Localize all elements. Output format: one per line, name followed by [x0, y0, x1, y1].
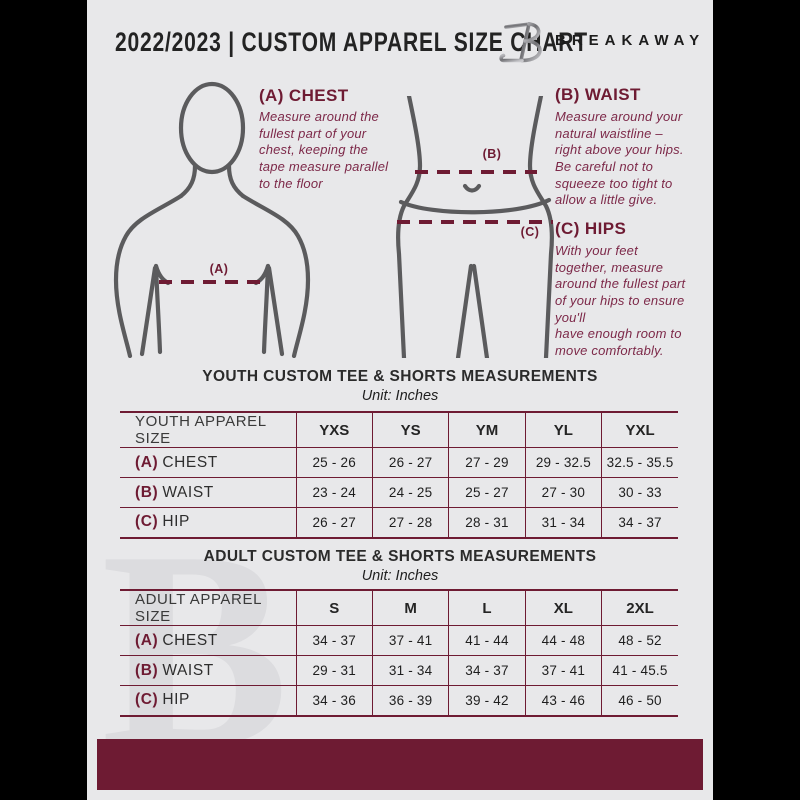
- document-title: 2022/2023 | CUSTOM APPAREL SIZE CHART: [115, 24, 713, 60]
- table-row: (A) CHEST 25 - 26 26 - 27 27 - 29 29 - 32…: [120, 447, 678, 478]
- hips-section-body: With your feet together, measure around …: [555, 243, 686, 358]
- size-header-s: S: [295, 590, 373, 626]
- youth-table-title: YOUTH CUSTOM TEE & SHORTS MEASUREMENTS: [202, 368, 598, 385]
- adult-table-unit: Unit: Inches: [361, 568, 439, 584]
- size-value-cell: 44 - 48: [524, 625, 602, 656]
- chest-section-body: Measure around the fullest part of your …: [259, 109, 389, 191]
- hips-marker-label: (C): [520, 225, 540, 239]
- adult-table-title: ADULT CUSTOM TEE & SHORTS MEASUREMENTS: [203, 548, 597, 565]
- row-label-waist: (B) WAIST: [120, 478, 296, 508]
- table-row: (A) CHEST 34 - 37 37 - 41 41 - 44 44 - 48…: [120, 625, 678, 656]
- row-label-text: CHEST: [162, 453, 218, 471]
- row-prefix: (A): [135, 631, 159, 649]
- row-label-waist: (B) WAIST: [120, 656, 296, 686]
- youth-size-table: YOUTH APPAREL SIZE YXS YS YM YL YXL (A) C…: [120, 411, 678, 539]
- size-value-cell: 37 - 41: [371, 625, 449, 656]
- table-row: (B) WAIST 29 - 31 31 - 34 34 - 37 37 - 41…: [120, 655, 678, 686]
- torso-illustration: [113, 81, 311, 358]
- size-value-cell: 27 - 29: [448, 447, 526, 478]
- size-header-yxl: YXL: [601, 412, 678, 448]
- size-value-cell: 43 - 46: [524, 685, 602, 716]
- size-header-l: L: [448, 590, 526, 626]
- chest-marker-label: (A): [209, 262, 229, 276]
- adult-size-column-header: ADULT APPAREL SIZE: [135, 591, 262, 625]
- size-value-cell: 41 - 44: [448, 625, 526, 656]
- waist-marker-label: (B): [482, 147, 502, 161]
- size-value-cell: 23 - 24: [295, 477, 373, 508]
- size-value-cell: 36 - 39: [371, 685, 449, 716]
- size-value-cell: 34 - 37: [448, 655, 526, 686]
- row-prefix: (B): [135, 661, 159, 679]
- size-value-cell: 30 - 33: [601, 477, 678, 508]
- document-title-text: 2022/2023 | CUSTOM APPAREL SIZE CHART: [115, 26, 588, 57]
- table-row: (C) HIP 26 - 27 27 - 28 28 - 31 31 - 34 3…: [120, 507, 678, 538]
- row-prefix: (A): [135, 453, 159, 471]
- size-value-cell: 41 - 45.5: [601, 655, 678, 686]
- size-value-cell: 34 - 36: [295, 685, 373, 716]
- size-value-cell: 34 - 37: [601, 507, 678, 538]
- row-label-chest: (A) CHEST: [120, 448, 296, 478]
- waist-section-heading: (B) WAIST: [555, 85, 641, 104]
- table-row: (B) WAIST 23 - 24 24 - 25 25 - 27 27 - 30…: [120, 477, 678, 508]
- size-value-cell: 26 - 27: [371, 447, 449, 478]
- brand-name: BREAKAWAY: [555, 31, 706, 49]
- size-value-cell: 25 - 26: [295, 447, 373, 478]
- size-value-cell: 29 - 31: [295, 655, 373, 686]
- waist-section-body: Measure around your natural waistline – …: [555, 109, 684, 208]
- youth-table-unit: Unit: Inches: [361, 388, 439, 404]
- row-label-text: HIP: [162, 691, 190, 709]
- size-chart-page: B 2022/2023 | CUSTOM APPAREL SIZE CHART: [87, 0, 713, 800]
- size-value-cell: 25 - 27: [448, 477, 526, 508]
- row-label-text: CHEST: [162, 631, 218, 649]
- breakaway-logo-icon: [499, 22, 542, 63]
- size-value-cell: 39 - 42: [448, 685, 526, 716]
- size-value-cell: 26 - 27: [295, 507, 373, 538]
- adult-header-row: ADULT APPAREL SIZE S M L XL 2XL: [120, 590, 678, 626]
- hips-section-heading: (C) HIPS: [555, 219, 627, 238]
- size-value-cell: 31 - 34: [371, 655, 449, 686]
- row-prefix: (C): [135, 691, 159, 709]
- row-label-hip: (C) HIP: [120, 686, 296, 716]
- footer-bar: [97, 739, 703, 790]
- row-label-text: WAIST: [162, 661, 214, 679]
- table-row: (C) HIP 34 - 36 36 - 39 39 - 42 43 - 46 4…: [120, 685, 678, 716]
- youth-size-column-header: YOUTH APPAREL SIZE: [135, 413, 267, 447]
- size-value-cell: 31 - 34: [524, 507, 602, 538]
- size-header-xl: XL: [524, 590, 602, 626]
- size-value-cell: 46 - 50: [601, 685, 678, 716]
- row-prefix: (B): [135, 483, 159, 501]
- size-value-cell: 27 - 28: [371, 507, 449, 538]
- row-label-text: HIP: [162, 513, 190, 531]
- row-label-chest: (A) CHEST: [120, 626, 296, 656]
- size-value-cell: 24 - 25: [371, 477, 449, 508]
- row-prefix: (C): [135, 513, 159, 531]
- size-value-cell: 32.5 - 35.5: [601, 447, 678, 478]
- size-header-2xl: 2XL: [601, 590, 678, 626]
- chest-section-heading: (A) CHEST: [259, 86, 349, 105]
- size-header-m: M: [371, 590, 449, 626]
- size-header-yl: YL: [524, 412, 602, 448]
- size-header-yxs: YXS: [295, 412, 373, 448]
- row-label-hip: (C) HIP: [120, 508, 296, 538]
- size-header-ys: YS: [371, 412, 449, 448]
- size-value-cell: 28 - 31: [448, 507, 526, 538]
- size-value-cell: 37 - 41: [524, 655, 602, 686]
- size-value-cell: 48 - 52: [601, 625, 678, 656]
- size-header-ym: YM: [448, 412, 526, 448]
- youth-header-row: YOUTH APPAREL SIZE YXS YS YM YL YXL: [120, 412, 678, 448]
- brand-block: BREAKAWAY: [497, 14, 705, 66]
- row-label-text: WAIST: [162, 483, 214, 501]
- adult-size-table: ADULT APPAREL SIZE S M L XL 2XL (A) CHEST…: [120, 589, 678, 717]
- size-value-cell: 34 - 37: [295, 625, 373, 656]
- size-value-cell: 27 - 30: [524, 477, 602, 508]
- waist-hips-illustration: [395, 96, 555, 358]
- size-value-cell: 29 - 32.5: [524, 447, 602, 478]
